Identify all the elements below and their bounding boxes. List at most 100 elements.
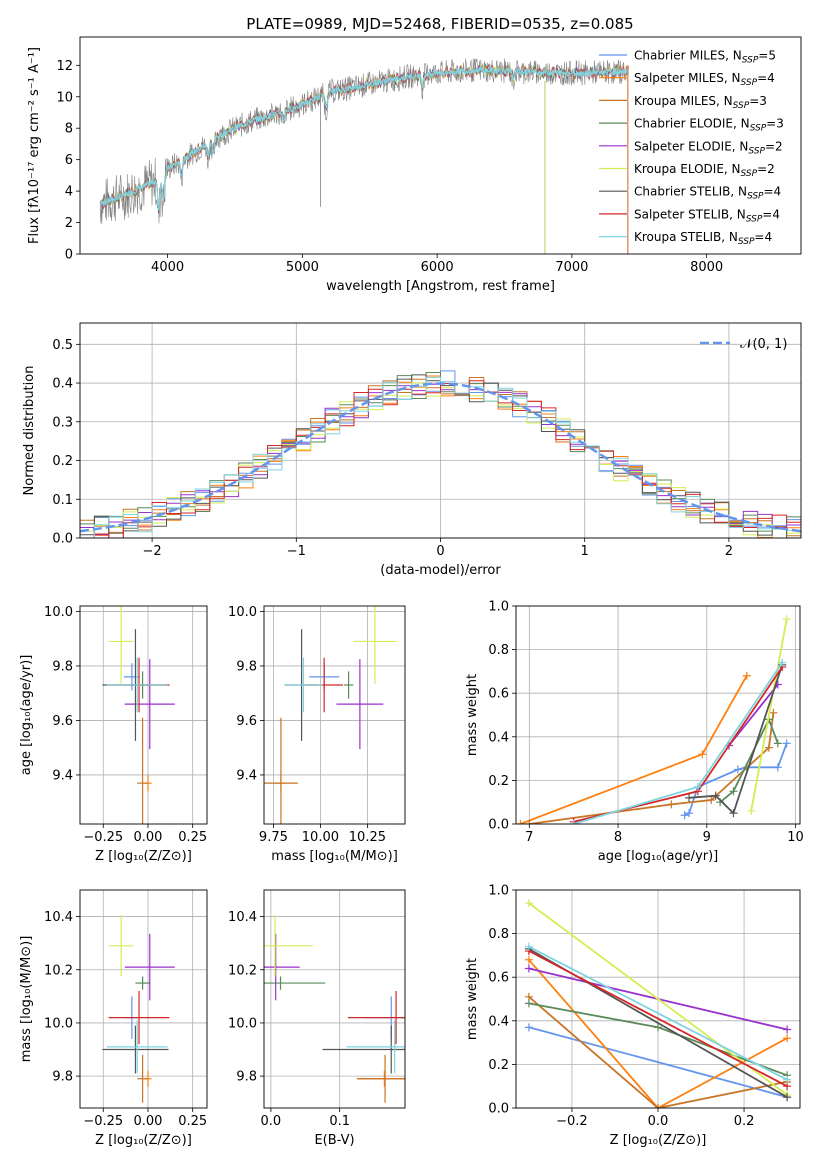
y-tick-label: 1.0 [488, 884, 509, 899]
legend-label: Kroupa MILES, NSSP=3 [634, 94, 767, 111]
x-tick-label: 0.25 [178, 1114, 207, 1129]
spectrum-legend: Chabrier MILES, NSSP=5 Salpeter MILES, NS… [599, 49, 784, 247]
y-tick-label: 0.2 [488, 774, 509, 789]
axes-frame [263, 889, 406, 1109]
axes-frame [79, 605, 208, 825]
y-tick-label: 2 [65, 216, 73, 231]
weight-marker [783, 1093, 792, 1102]
plot-area [264, 915, 405, 1103]
legend-label: Salpeter STELIB, NSSP=4 [634, 207, 780, 224]
weight-marker [524, 955, 533, 964]
weight-marker [764, 743, 773, 752]
legend-label: 𝒩(0, 1) [740, 337, 787, 352]
weight-marker [707, 796, 716, 805]
x-tick-label: 6000 [421, 260, 454, 275]
y-tick-label: 0.0 [52, 532, 73, 547]
legend-label: Salpeter ELODIE, NSSP=2 [634, 139, 783, 156]
weight-vs-metallicity-panel: −0.2 0.0 0.2 0.0 0.2 0.4 0.6 0.8 1.0 Z [log₁₀(Z/Z… [465, 884, 801, 1148]
weight-series-line [573, 662, 783, 824]
spectrum-panel: 4000 5000 6000 7000 8000 0 2 4 6 8 10 12 wavelength … [27, 36, 802, 294]
y-tick-label: 0.5 [52, 338, 73, 353]
weight-marker [524, 999, 533, 1008]
x-tick-label: 10.00 [302, 830, 339, 845]
weight-marker [569, 820, 578, 824]
y-tick-label: 0.4 [488, 730, 509, 745]
weight-vs-age-panel: 7 8 9 10 0.0 0.2 0.4 0.6 0.8 1.0 age [log₁₀(age/yr… [465, 600, 804, 865]
weight-marker [524, 1023, 533, 1032]
axes-frame [515, 889, 801, 1109]
axes-frame [79, 889, 208, 1109]
weight-marker [711, 791, 720, 800]
x-tick-label: 7 [525, 830, 533, 845]
x-tick-label: 4000 [151, 260, 184, 275]
y-tick-label: 0.0 [488, 818, 509, 833]
age-vs-metallicity-panel: −0.25 0.00 0.25 9.4 9.6 9.8 10.0 Z [log₁₀(Z/Z⊙)… [19, 605, 208, 864]
y-tick-label: 4 [65, 185, 73, 200]
weight-series-line [728, 683, 779, 747]
weight-marker [524, 899, 533, 908]
weight-marker [782, 739, 791, 748]
weight-marker [729, 787, 738, 796]
x-tick-label: 0 [436, 544, 444, 559]
x-tick-label: 10 [787, 830, 804, 845]
legend-label: Kroupa STELIB, NSSP=4 [634, 230, 772, 247]
y-tick-label: 10 [56, 90, 73, 105]
weight-series-line [528, 996, 788, 1108]
y-tick-label: 0.6 [488, 971, 509, 986]
x-tick-label: 0.0 [261, 1114, 282, 1129]
y-tick-label: 0.2 [488, 1058, 509, 1073]
y-tick-label: 10.4 [228, 910, 257, 925]
weight-marker [524, 942, 533, 951]
axes-frame [79, 36, 802, 255]
histogram-series [80, 376, 801, 538]
weight-marker [742, 671, 751, 680]
x-axis-label: (data-model)/error [380, 563, 501, 578]
x-tick-label: 5000 [286, 260, 319, 275]
legend-label: Chabrier STELIB, NSSP=4 [634, 185, 781, 202]
plot-area [102, 915, 175, 1103]
weight-marker [654, 1023, 662, 1032]
weight-marker [654, 1104, 662, 1108]
y-tick-label: 0.0 [488, 1102, 509, 1117]
x-tick-label: −1 [287, 544, 306, 559]
weight-marker [769, 708, 778, 717]
y-tick-label: 10.2 [44, 963, 73, 978]
x-axis-label: age [log₁₀(age/yr)] [598, 849, 719, 864]
y-tick-label: 10.0 [44, 605, 73, 620]
weight-marker [524, 964, 533, 973]
y-axis-label: mass weight [465, 958, 480, 1040]
plot-area [99, 58, 629, 254]
x-tick-label: 8 [614, 830, 622, 845]
weight-marker [680, 811, 689, 820]
y-tick-label: 0.3 [52, 415, 73, 430]
y-tick-label: 0.6 [488, 687, 509, 702]
x-tick-label: 0.1 [329, 1114, 350, 1129]
weight-series-line [528, 959, 788, 1108]
y-tick-label: 10.0 [228, 605, 257, 620]
weight-marker [693, 782, 702, 791]
weight-marker [783, 1075, 792, 1084]
mass-vs-extinction-panel: 0.0 0.1 9.8 10.0 10.2 10.4 E(B-V) [228, 889, 406, 1148]
x-tick-label: −0.2 [556, 1114, 588, 1129]
y-axis-label: age [log₁₀(age/yr)] [19, 655, 34, 776]
weight-marker [783, 1034, 792, 1043]
y-tick-label: 9.8 [52, 1070, 73, 1085]
y-tick-label: 0.4 [52, 377, 73, 392]
residual-histogram-panel: −2 −1 0 1 2 0.0 0.1 0.2 0.3 0.4 0.5 (data-model)/er… [22, 322, 802, 578]
x-axis-label: mass [log₁₀(M/M⊙)] [271, 849, 398, 864]
weight-marker [685, 809, 694, 818]
axes-frame [79, 322, 802, 539]
plot-area [102, 606, 175, 824]
weight-marker [773, 739, 782, 748]
weight-marker [783, 1025, 792, 1034]
y-axis-label: mass weight [465, 674, 480, 756]
x-axis-label: Z [log₁₀(Z/Z⊙)] [95, 1133, 192, 1148]
model-spectrum-line [99, 64, 629, 209]
y-tick-label: 1.0 [488, 600, 509, 615]
axes-frame [263, 605, 406, 825]
y-tick-label: 8 [65, 122, 73, 137]
y-tick-label: 9.6 [236, 714, 257, 729]
y-tick-label: 10.0 [44, 1016, 73, 1031]
weight-marker [729, 809, 738, 818]
x-axis-label: Z [log₁₀(Z/Z⊙)] [610, 1133, 707, 1148]
